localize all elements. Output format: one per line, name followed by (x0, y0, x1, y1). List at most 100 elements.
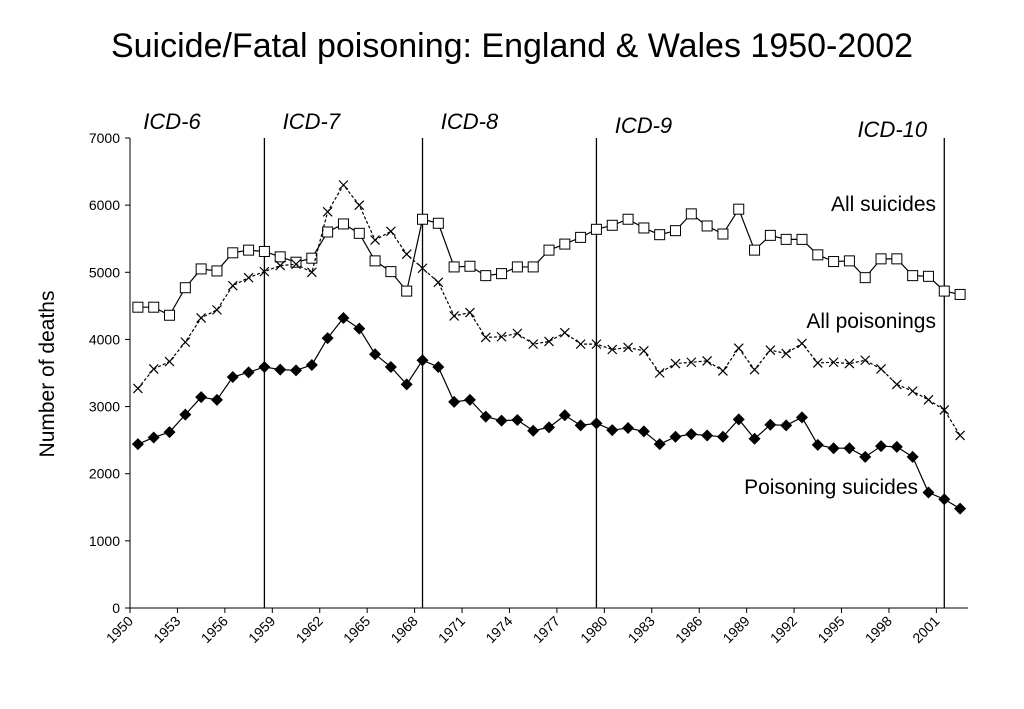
y-tick-label: 1000 (89, 533, 120, 549)
point (938, 285, 950, 297)
point (701, 220, 713, 232)
point (211, 265, 223, 277)
x-tick-label: 1953 (150, 613, 183, 646)
point (843, 442, 856, 455)
point (384, 360, 397, 373)
point (496, 331, 507, 342)
point (385, 226, 396, 237)
point (796, 233, 808, 245)
point (480, 270, 492, 282)
point (717, 366, 728, 376)
point (685, 428, 698, 441)
point (606, 424, 619, 437)
point (559, 238, 571, 250)
point (812, 358, 823, 368)
revision-label: ICD-10 (857, 117, 927, 142)
point (875, 253, 887, 265)
point (844, 358, 855, 369)
point (274, 363, 287, 376)
point (148, 301, 160, 313)
point (812, 249, 824, 261)
point (338, 180, 349, 190)
point (922, 486, 935, 499)
point (717, 228, 729, 240)
point (749, 244, 761, 256)
point (544, 336, 554, 347)
series-label: All poisonings (806, 310, 936, 333)
point (401, 249, 412, 260)
point (686, 357, 697, 368)
point (527, 424, 540, 437)
point (906, 450, 919, 463)
point (891, 253, 903, 265)
point (353, 227, 365, 239)
point (954, 502, 967, 515)
point (290, 364, 303, 377)
revision-label: ICD-8 (441, 109, 499, 134)
point (321, 332, 334, 345)
point (922, 270, 934, 282)
point (828, 357, 839, 368)
point (653, 438, 666, 451)
point (196, 313, 207, 323)
point (417, 263, 428, 274)
x-tick-label: 1977 (530, 613, 563, 646)
point (226, 371, 239, 384)
point (843, 255, 855, 267)
point (622, 422, 635, 435)
point (575, 339, 586, 350)
point (559, 327, 570, 338)
point (859, 450, 872, 463)
point (242, 366, 255, 379)
point (654, 229, 666, 241)
point (938, 493, 951, 506)
point (702, 355, 713, 366)
point (764, 229, 776, 241)
point (210, 393, 223, 406)
point (132, 383, 143, 394)
x-tick-label: 1956 (198, 613, 231, 646)
point (495, 414, 508, 427)
point (401, 285, 413, 297)
point (512, 328, 523, 339)
point (258, 360, 271, 373)
point (670, 358, 681, 369)
x-tick-label: 1968 (387, 613, 420, 646)
point (179, 408, 192, 421)
y-tick-label: 2000 (89, 466, 120, 482)
point (890, 440, 903, 453)
point (400, 378, 413, 391)
y-tick-label: 6000 (89, 197, 120, 213)
point (511, 414, 524, 426)
revision-label: ICD-9 (615, 113, 672, 138)
point (781, 348, 792, 359)
point (637, 425, 650, 438)
point (195, 391, 208, 404)
point (259, 266, 270, 277)
point (733, 343, 744, 354)
point (590, 223, 602, 235)
point (716, 430, 729, 443)
point (764, 418, 777, 431)
point (828, 256, 840, 268)
x-tick-label: 1992 (767, 613, 800, 646)
x-tick-label: 2001 (909, 613, 942, 646)
point (558, 409, 571, 422)
y-axis-label: Number of deaths (36, 291, 59, 458)
x-tick-label: 1986 (672, 613, 705, 646)
point (780, 419, 793, 432)
x-tick-label: 1983 (625, 613, 658, 646)
point (274, 251, 286, 263)
point (227, 280, 238, 291)
point (860, 355, 871, 366)
point (511, 261, 523, 273)
point (164, 356, 175, 367)
point (685, 208, 697, 220)
point (337, 311, 350, 324)
point (432, 217, 444, 229)
point (148, 364, 159, 374)
series-label: Poisoning suicides (744, 476, 918, 499)
x-tick-label: 1974 (482, 613, 515, 646)
point (417, 213, 429, 225)
y-tick-label: 7000 (89, 130, 120, 146)
